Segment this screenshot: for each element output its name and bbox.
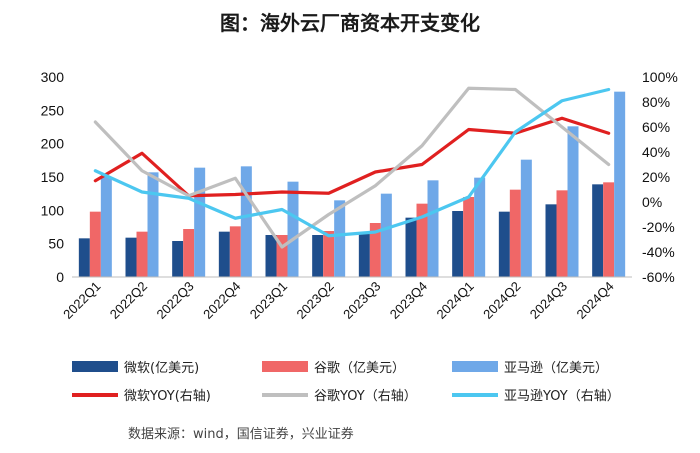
bar-1-1 [136, 231, 148, 277]
bar-1-7 [416, 203, 428, 277]
y-tick-label: 0 [56, 269, 64, 285]
y2-tick-label: -40% [642, 244, 675, 260]
bar-1-5 [323, 231, 335, 277]
bar-0-4 [265, 235, 277, 277]
bar-2-11 [614, 91, 626, 278]
y-tick-label: 200 [41, 136, 65, 152]
bar-2-4 [287, 181, 299, 277]
x-tick-label: 2023Q4 [387, 279, 430, 322]
bar-2-0 [100, 177, 112, 277]
legend-label-1: 谷歌（亿美元） [314, 361, 405, 376]
bar-0-6 [358, 232, 370, 277]
bar-1-0 [89, 211, 101, 277]
y-tick-label: 150 [41, 169, 65, 185]
x-tick-label: 2022Q3 [153, 279, 196, 322]
bar-2-5 [334, 200, 346, 277]
bar-2-10 [567, 126, 579, 277]
bar-0-5 [312, 235, 324, 277]
y2-tick-label: 40% [642, 144, 670, 160]
y2-tick-label: 80% [642, 94, 670, 110]
bar-0-3 [218, 231, 230, 277]
y-tick-label: 50 [48, 236, 64, 252]
bar-1-2 [183, 229, 195, 277]
legend-label-3: 微软YOY(右轴) [124, 389, 211, 404]
y2-tick-label: -20% [642, 219, 675, 235]
bar-2-6 [380, 193, 392, 277]
bar-1-8 [463, 197, 475, 277]
x-tick-label: 2023Q3 [340, 279, 383, 322]
bar-0-1 [125, 237, 137, 277]
bar-0-7 [405, 217, 417, 277]
y2-tick-label: 0% [642, 194, 662, 210]
y-tick-label: 250 [41, 102, 65, 118]
legend-label-2: 亚马逊（亿美元） [504, 361, 608, 376]
line-series-1 [93, 86, 611, 249]
bar-2-9 [520, 159, 532, 277]
x-tick-label: 2024Q1 [433, 279, 476, 322]
bar-0-8 [452, 211, 464, 277]
bar-1-9 [509, 189, 521, 277]
legend-swatch-0 [72, 361, 118, 372]
legend-swatch-2 [452, 361, 498, 372]
source-note: 数据来源：wind，国信证券，兴业证券 [128, 426, 354, 442]
x-tick-label: 2022Q1 [60, 279, 103, 322]
legend: 微软(亿美元) 谷歌（亿美元） 亚马逊（亿美元） 微软YOY(右轴) 谷歌YOY（右轴）… [72, 361, 620, 404]
y2-tick-label: 20% [642, 169, 670, 185]
bar-1-11 [603, 182, 615, 277]
lines-layer [93, 86, 611, 249]
bar-1-4 [276, 235, 288, 277]
bar-2-3 [240, 166, 252, 277]
x-tick-label: 2024Q4 [573, 279, 616, 322]
bar-1-10 [556, 190, 568, 277]
bar-1-6 [369, 223, 381, 277]
legend-label-0: 微软(亿美元) [124, 361, 199, 376]
y2-tick-label: 100% [642, 69, 678, 85]
y-tick-label: 100 [41, 202, 65, 218]
legend-label-5: 亚马逊YOY（右轴） [504, 389, 620, 404]
chart-title: 图：海外云厂商资本开支变化 [220, 11, 480, 35]
bars-layer [78, 91, 626, 278]
bar-2-7 [427, 180, 439, 277]
line-series-0 [93, 116, 611, 198]
bar-0-9 [498, 211, 510, 277]
bar-1-3 [229, 226, 241, 277]
x-tick-label: 2023Q1 [247, 279, 290, 322]
bar-0-10 [545, 204, 557, 277]
legend-swatch-1 [262, 361, 308, 372]
legend-label-4: 谷歌YOY（右轴） [314, 389, 417, 404]
bar-2-8 [474, 177, 486, 277]
bar-0-0 [78, 238, 90, 277]
line-series-2 [93, 87, 611, 238]
x-tick-label: 2022Q4 [200, 279, 243, 322]
bar-0-11 [592, 184, 604, 277]
y-tick-label: 300 [41, 69, 65, 85]
bar-2-2 [194, 167, 206, 277]
y2-tick-label: 60% [642, 119, 670, 135]
y2-tick-label: -60% [642, 269, 675, 285]
x-tick-label: 2024Q2 [480, 279, 523, 322]
bar-0-2 [172, 241, 184, 277]
bar-2-1 [147, 172, 159, 277]
x-tick-label: 2023Q2 [293, 279, 336, 322]
x-tick-label: 2022Q2 [107, 279, 150, 322]
x-tick-label: 2024Q3 [527, 279, 570, 322]
